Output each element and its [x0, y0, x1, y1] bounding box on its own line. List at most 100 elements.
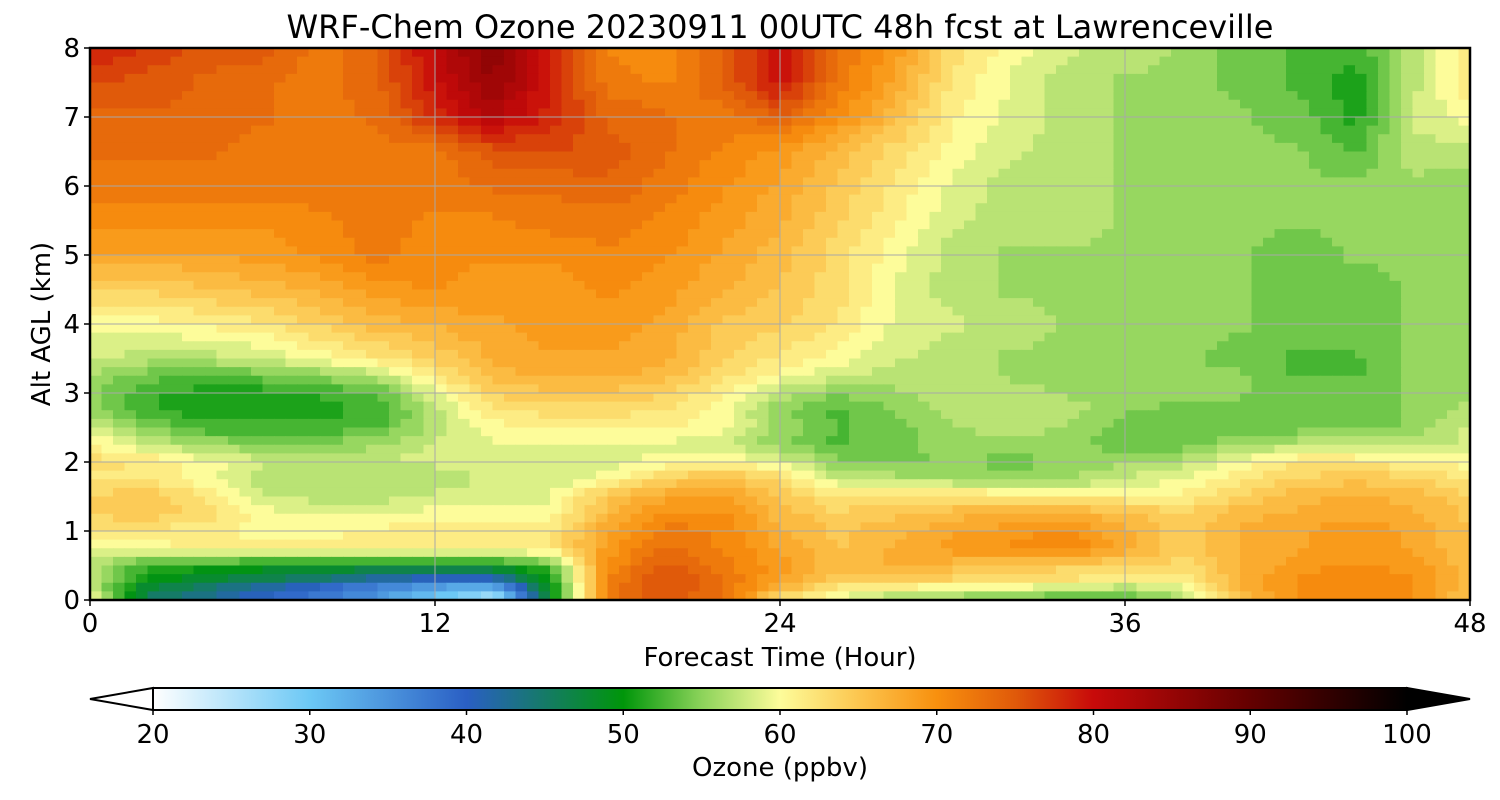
heatmap-cell [90, 99, 103, 109]
heatmap-cell [1217, 48, 1230, 58]
heatmap-cell [515, 65, 528, 75]
heatmap-cell [239, 56, 252, 66]
heatmap-cell [918, 341, 931, 351]
heatmap-cell [1447, 117, 1460, 127]
heatmap-cell [400, 246, 413, 256]
heatmap-cell [757, 220, 770, 230]
heatmap-cell [458, 315, 471, 325]
heatmap-cell [653, 393, 666, 403]
heatmap-cell [297, 384, 310, 394]
heatmap-cell [1217, 211, 1230, 222]
heatmap-cell [711, 211, 724, 222]
heatmap-cell [182, 298, 195, 308]
heatmap-cell [1194, 108, 1207, 118]
heatmap-cell [745, 375, 758, 385]
heatmap-cell [90, 315, 103, 325]
heatmap-cell [193, 384, 206, 394]
heatmap-cell [699, 280, 712, 291]
heatmap-cell [205, 315, 218, 325]
heatmap-cell [1343, 142, 1356, 153]
heatmap-cell [998, 375, 1011, 385]
heatmap-cell [1274, 91, 1287, 101]
heatmap-cell [780, 237, 793, 247]
heatmap-cell [1136, 315, 1149, 325]
heatmap-cell [550, 168, 563, 178]
heatmap-cell [1424, 65, 1437, 75]
heatmap-cell [722, 358, 735, 368]
heatmap-cell [1274, 332, 1287, 342]
heatmap-cell [1194, 367, 1207, 377]
heatmap-cell [849, 151, 862, 161]
heatmap-cell [1056, 375, 1069, 385]
heatmap-cell [1033, 315, 1046, 325]
heatmap-cell [1217, 375, 1230, 385]
heatmap-cell [699, 186, 712, 196]
heatmap-cell [1090, 160, 1103, 170]
heatmap-cell [251, 349, 264, 360]
heatmap-cell [814, 48, 827, 58]
heatmap-cell [653, 272, 666, 282]
heatmap-cell [975, 177, 988, 187]
heatmap-cell [757, 186, 770, 196]
heatmap-cell [504, 229, 517, 239]
heatmap-cell [1274, 315, 1287, 325]
heatmap-cell [688, 306, 701, 316]
heatmap-cell [1274, 324, 1287, 334]
heatmap-cell [492, 289, 505, 299]
heatmap-cell [780, 375, 793, 385]
heatmap-cell [561, 315, 574, 325]
heatmap-cell [722, 229, 735, 239]
heatmap-cell [734, 298, 747, 308]
heatmap-cell [653, 315, 666, 325]
heatmap-cell [492, 306, 505, 316]
heatmap-cell [1274, 306, 1287, 316]
heatmap-cell [113, 194, 126, 204]
heatmap-cell [1113, 73, 1126, 84]
heatmap-cell [170, 393, 183, 403]
heatmap-cell [492, 280, 505, 291]
heatmap-cell [481, 168, 494, 178]
heatmap-cell [262, 263, 275, 273]
heatmap-cell [1412, 160, 1425, 170]
heatmap-cell [688, 272, 701, 282]
heatmap-cell [952, 56, 965, 66]
heatmap-cell [538, 315, 551, 325]
heatmap-cell [780, 211, 793, 222]
heatmap-cell [573, 117, 586, 127]
heatmap-cell [1343, 211, 1356, 222]
heatmap-cell [745, 168, 758, 178]
heatmap-cell [182, 324, 195, 334]
heatmap-cell [389, 211, 402, 222]
heatmap-cell [515, 306, 528, 316]
heatmap-cell [377, 298, 390, 308]
heatmap-cell [343, 203, 356, 213]
heatmap-cell [1044, 194, 1057, 204]
heatmap-cell [1067, 229, 1080, 239]
heatmap-cell [596, 99, 609, 109]
heatmap-cell [1056, 73, 1069, 84]
heatmap-cell [182, 99, 195, 109]
heatmap-cell [596, 358, 609, 368]
heatmap-cell [481, 142, 494, 153]
heatmap-cell [1148, 194, 1161, 204]
heatmap-cell [446, 332, 459, 342]
heatmap-cell [826, 229, 839, 239]
heatmap-cell [826, 48, 839, 58]
heatmap-cell [1228, 229, 1241, 239]
heatmap-cell [1159, 151, 1172, 161]
heatmap-cell [492, 168, 505, 178]
heatmap-cell [1136, 306, 1149, 316]
heatmap-cell [1148, 237, 1161, 247]
heatmap-cell [469, 211, 482, 222]
heatmap-cell [952, 237, 965, 247]
heatmap-cell [400, 177, 413, 187]
heatmap-cell [561, 358, 574, 368]
heatmap-cell [803, 289, 816, 299]
heatmap-cell [561, 117, 574, 127]
heatmap-cell [895, 341, 908, 351]
heatmap-cell [1320, 367, 1333, 377]
heatmap-cell [1366, 358, 1379, 368]
heatmap-cell [1389, 367, 1402, 377]
heatmap-cell [1240, 358, 1253, 368]
heatmap-cell [90, 91, 103, 101]
